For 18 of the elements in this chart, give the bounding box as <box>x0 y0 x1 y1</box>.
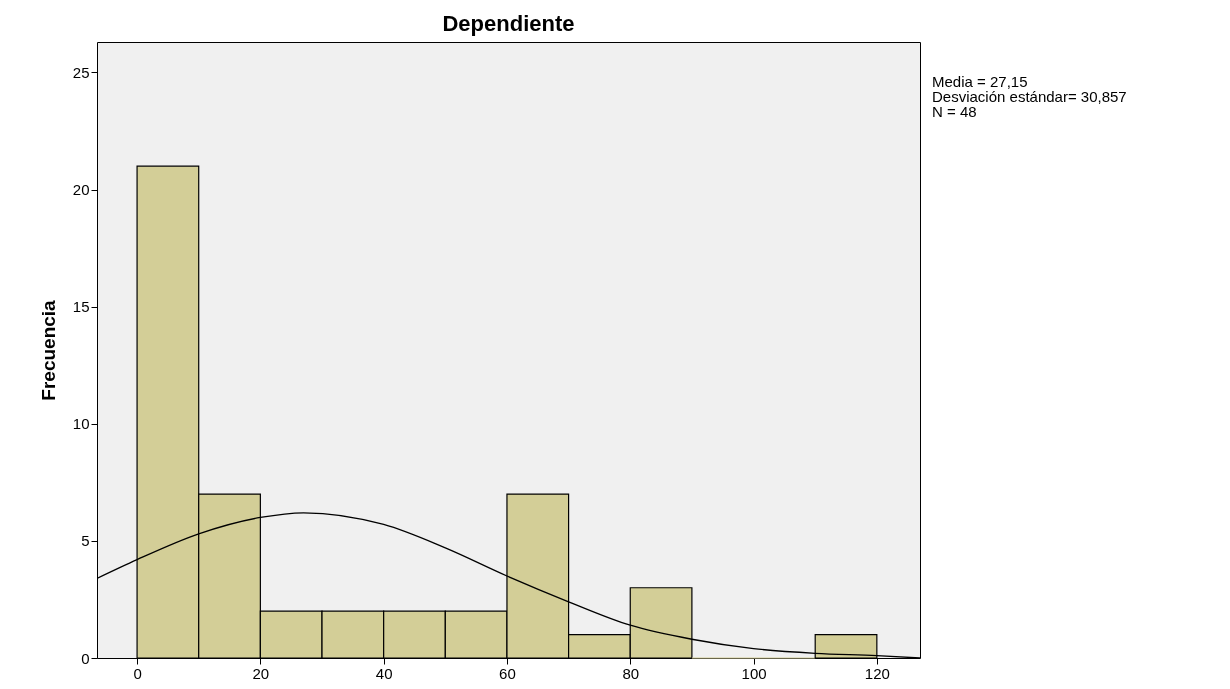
y-axis-title: Frecuencia <box>37 299 59 401</box>
y-tick-label: 15 <box>72 298 90 316</box>
text: Media = 27,15 <box>932 73 1029 90</box>
x-tick-label: 0 <box>133 664 142 682</box>
text: Desviación estándar= 30,857 <box>932 88 1127 105</box>
x-tick-label: 40 <box>375 664 393 682</box>
y-tick-label: 5 <box>81 532 90 550</box>
y-tick-label: 20 <box>72 181 90 199</box>
y-tick-label: 25 <box>72 63 90 81</box>
x-tick-label: 80 <box>622 664 640 682</box>
x-tick-label: 120 <box>864 664 890 682</box>
y-tick-label: 0 <box>81 649 90 667</box>
x-tick-label: 100 <box>741 664 767 682</box>
text: N = 48 <box>932 103 978 120</box>
y-tick-label: 10 <box>72 415 90 433</box>
x-tick-label: 60 <box>499 664 516 682</box>
chart-title: Dependiente <box>442 11 575 36</box>
x-tick-label: 20 <box>252 664 270 682</box>
